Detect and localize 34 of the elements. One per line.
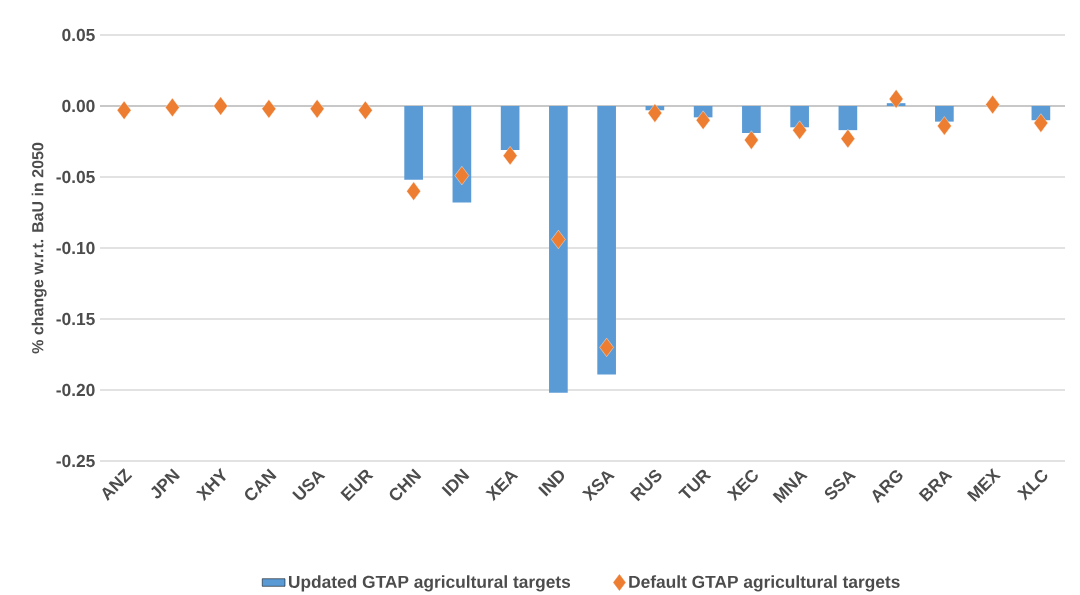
y-tick-label: -0.20 [56,383,95,397]
y-tick-label: -0.25 [56,454,95,468]
point [985,94,1000,115]
point [116,100,132,120]
point [1033,113,1049,133]
point [744,130,759,150]
x-tick-label: IND [538,470,565,497]
point [213,96,228,116]
point [599,337,614,357]
y-tick-label: -0.05 [56,170,95,184]
x-tick-label: USA [292,471,326,500]
point [888,89,904,109]
legend-label: Default GTAP agricultural targets [629,575,900,592]
point [937,116,952,136]
point [551,229,566,249]
point [695,110,711,130]
point [840,129,856,149]
point [309,99,325,119]
point [502,146,518,166]
point [165,97,180,117]
y-tick-label: 0.00 [62,99,95,113]
y-axis-title: % change w.r.t. BaU in 2050 [31,142,47,354]
point [358,100,373,120]
x-tick-label: SSA [824,471,857,500]
point [406,181,421,201]
point [792,120,807,140]
x-tick-label: IDN [441,468,470,497]
y-tick-label: 0.05 [62,28,95,42]
y-tick-label: -0.15 [56,312,95,326]
legend-label: Updated GTAP agricultural targets [288,575,571,592]
point [261,99,277,119]
point [647,103,663,123]
point [454,165,470,186]
y-tick-label: -0.10 [56,241,95,255]
